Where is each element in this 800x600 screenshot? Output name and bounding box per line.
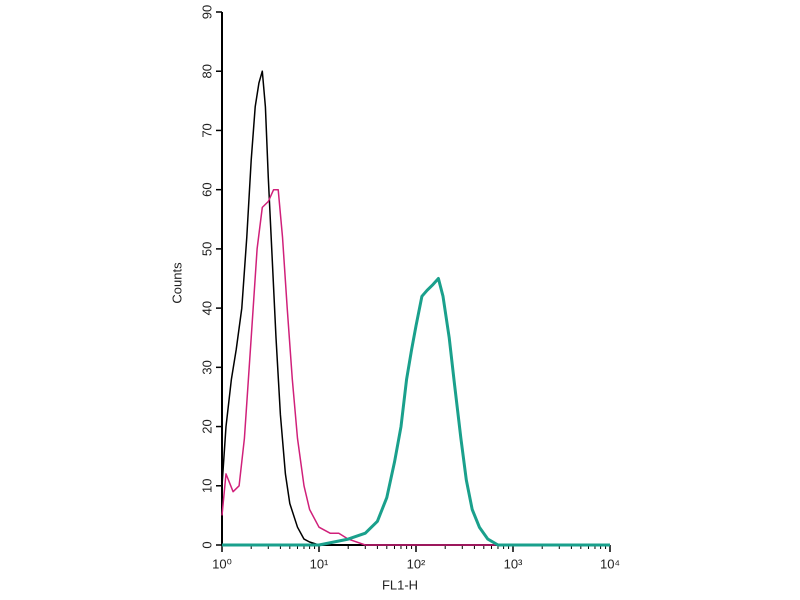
y-tick-label: 0 — [199, 541, 214, 548]
y-tick-label: 70 — [199, 123, 214, 137]
y-tick-label: 10 — [199, 479, 214, 493]
y-axis-label: Counts — [169, 262, 184, 304]
x-axis-label: FL1-H — [382, 577, 418, 592]
y-tick-label: 30 — [199, 360, 214, 374]
series-line — [221, 188, 610, 546]
y-tick-label: 80 — [199, 64, 214, 78]
y-tick-label: 20 — [199, 419, 214, 433]
series-line — [221, 70, 610, 546]
y-tick-label: 40 — [199, 301, 214, 315]
x-tick-label: 10⁰ — [212, 556, 232, 571]
x-tick-label: 10¹ — [310, 556, 329, 571]
y-tick-label: 50 — [199, 242, 214, 256]
x-tick-label: 10² — [407, 556, 426, 571]
x-tick-label: 10⁴ — [600, 556, 620, 571]
x-tick-label: 10³ — [504, 556, 523, 571]
y-tick-label: 60 — [199, 182, 214, 196]
series-line — [222, 277, 610, 547]
y-tick-label: 90 — [199, 5, 214, 19]
